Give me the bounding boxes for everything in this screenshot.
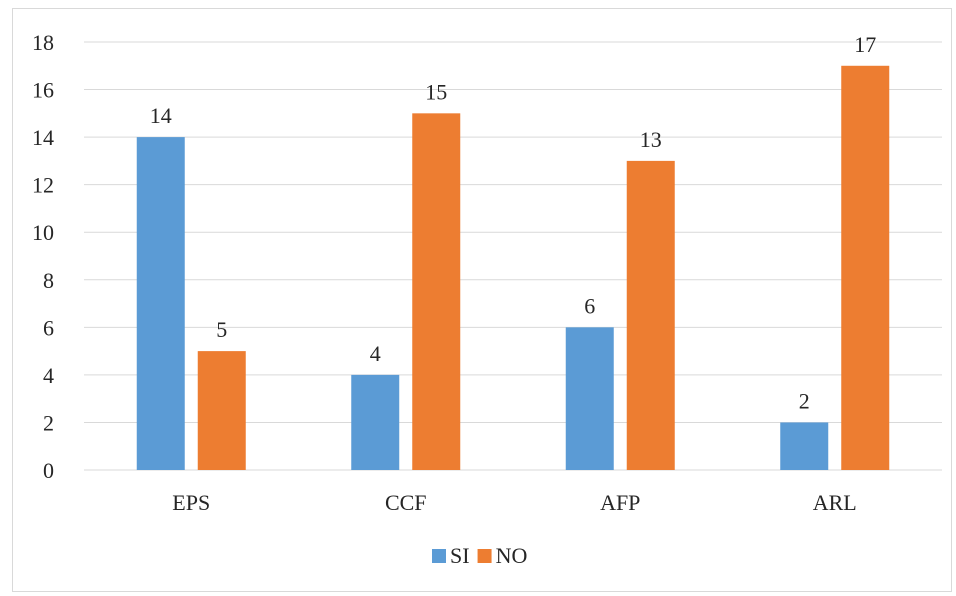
y-tick-label: 6	[43, 315, 54, 340]
legend-swatch-no	[477, 549, 492, 563]
x-tick-label: EPS	[172, 490, 210, 515]
y-tick-label: 0	[43, 458, 54, 483]
data-label: 13	[640, 127, 662, 152]
x-tick-label: CCF	[385, 490, 427, 515]
legend-label-si: SI	[450, 543, 470, 568]
bar-si-ccf	[351, 374, 400, 470]
data-label: 6	[584, 293, 595, 318]
y-tick-label: 2	[43, 410, 54, 435]
y-tick-label: 18	[32, 30, 54, 55]
legend-swatch-si	[432, 549, 446, 563]
bar-no-afp	[626, 160, 675, 470]
bar-no-ccf	[412, 113, 461, 470]
x-tick-label: ARL	[813, 490, 857, 515]
y-axis-ticks: 0 2 4 6 8 10 12 14 16 18	[32, 30, 54, 483]
bar-si-arl	[780, 422, 829, 470]
legend-label-no: NO	[496, 543, 528, 568]
y-tick-label: 16	[32, 78, 54, 103]
y-tick-label: 4	[43, 363, 54, 388]
y-tick-label: 14	[32, 125, 54, 150]
bar-no-arl	[841, 65, 890, 471]
y-tick-label: 12	[32, 173, 54, 198]
bar-si-afp	[565, 327, 614, 470]
x-axis-ticks: EPS CCF AFP ARL	[172, 490, 856, 515]
data-label: 17	[854, 32, 876, 57]
x-tick-label: AFP	[600, 490, 640, 515]
y-tick-label: 8	[43, 268, 54, 293]
y-tick-label: 10	[32, 220, 54, 245]
data-label: 5	[216, 317, 227, 342]
bar-no-eps	[197, 351, 246, 470]
data-label: 4	[370, 341, 381, 366]
data-label: 14	[150, 103, 172, 128]
data-labels: 14 5 4 15 6 13 2 17	[150, 32, 877, 414]
legend: SI NO	[432, 543, 527, 568]
data-label: 15	[425, 79, 447, 104]
bars	[136, 65, 890, 471]
bar-si-eps	[136, 137, 185, 470]
data-label: 2	[799, 388, 810, 413]
